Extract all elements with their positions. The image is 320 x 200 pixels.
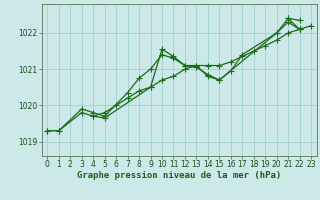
X-axis label: Graphe pression niveau de la mer (hPa): Graphe pression niveau de la mer (hPa) bbox=[77, 171, 281, 180]
